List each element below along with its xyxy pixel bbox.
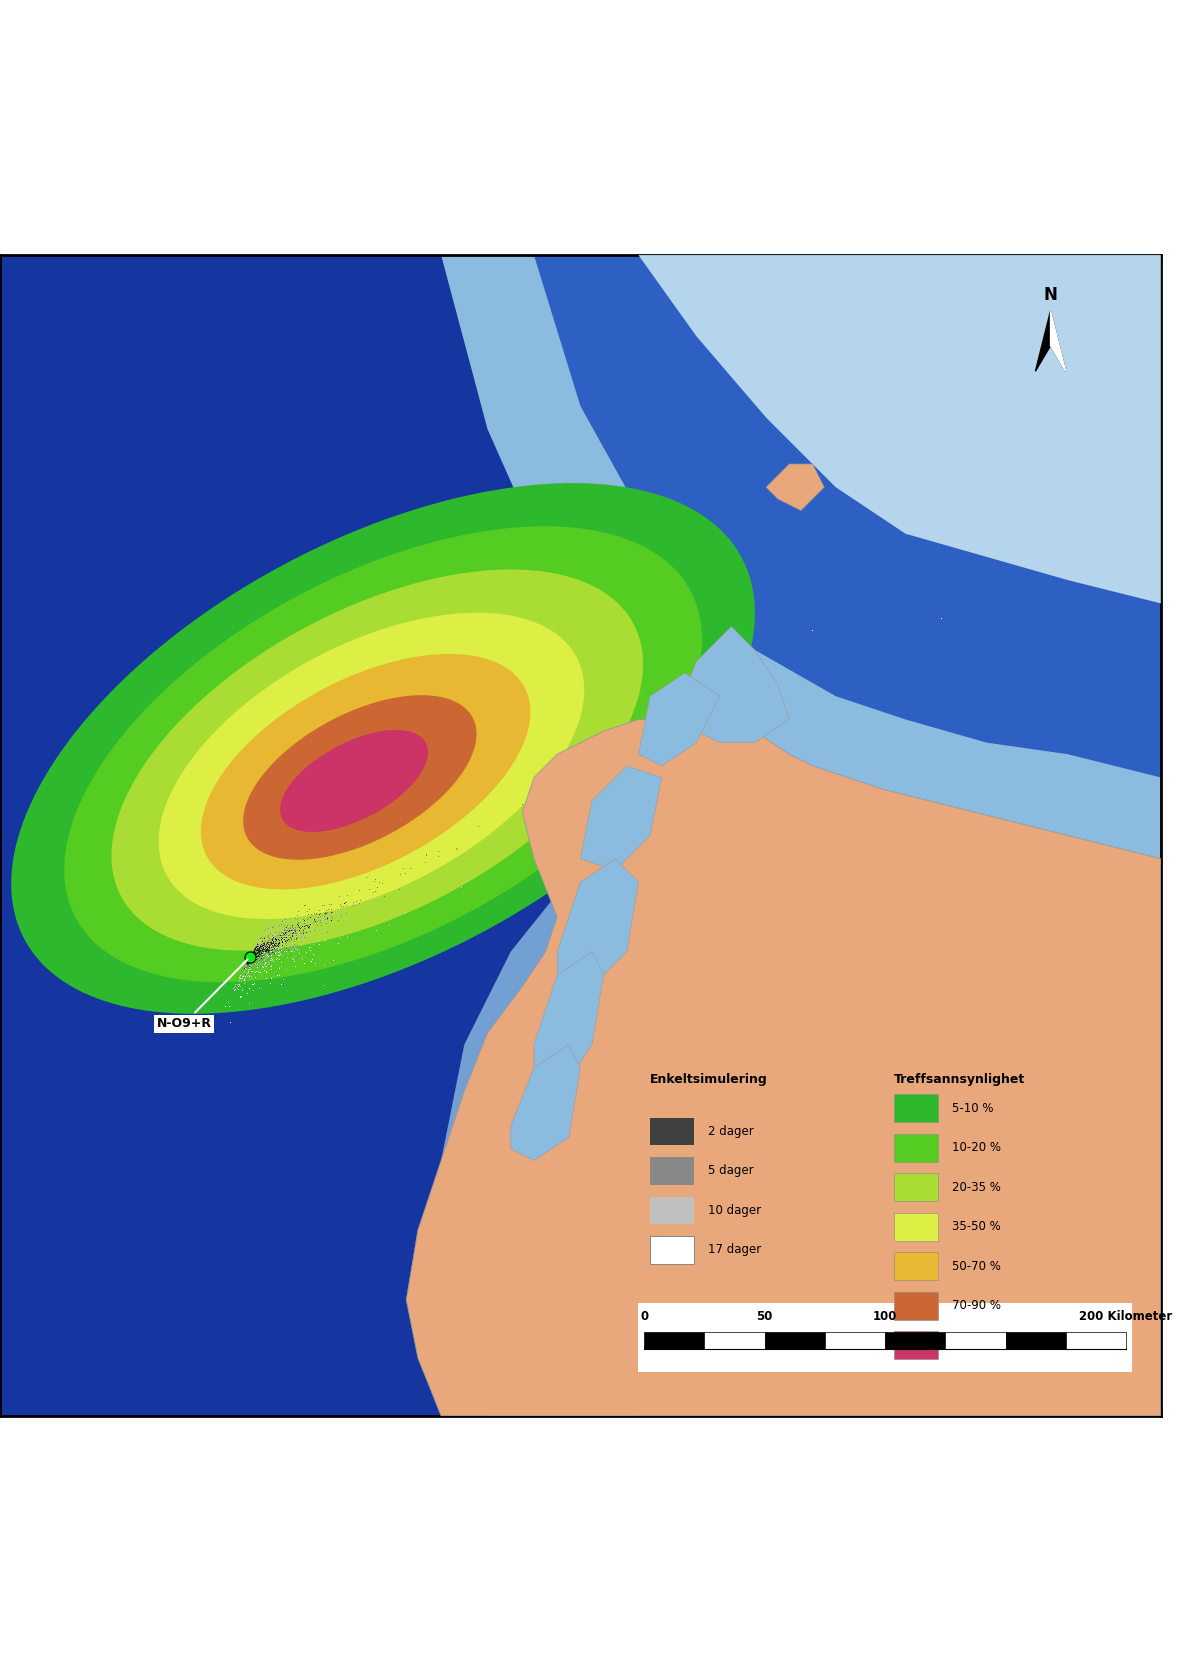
Polygon shape <box>511 1044 581 1161</box>
FancyBboxPatch shape <box>893 1213 938 1240</box>
FancyBboxPatch shape <box>704 1332 765 1348</box>
FancyBboxPatch shape <box>893 1173 938 1201</box>
FancyBboxPatch shape <box>825 1332 885 1348</box>
FancyBboxPatch shape <box>650 1196 694 1225</box>
FancyBboxPatch shape <box>644 1332 704 1348</box>
Text: 0: 0 <box>641 1310 648 1323</box>
Polygon shape <box>406 720 1161 1415</box>
Text: 10 dager: 10 dager <box>708 1203 761 1216</box>
FancyBboxPatch shape <box>650 1237 694 1263</box>
FancyBboxPatch shape <box>650 1118 694 1145</box>
Text: 50: 50 <box>756 1310 773 1323</box>
FancyBboxPatch shape <box>945 1332 1005 1348</box>
FancyBboxPatch shape <box>893 1292 938 1320</box>
Text: Treffsannsynlighet: Treffsannsynlighet <box>893 1073 1025 1086</box>
FancyBboxPatch shape <box>765 1332 825 1348</box>
Polygon shape <box>766 465 824 510</box>
Polygon shape <box>638 256 1161 603</box>
Text: 5-10 %: 5-10 % <box>952 1101 994 1115</box>
Polygon shape <box>243 695 477 861</box>
Polygon shape <box>1050 311 1066 371</box>
Text: 90-100%: 90-100% <box>952 1338 1004 1352</box>
FancyBboxPatch shape <box>627 1044 1143 1387</box>
Text: N: N <box>1043 286 1057 304</box>
Text: 2 dager: 2 dager <box>708 1125 754 1138</box>
Polygon shape <box>201 653 530 889</box>
Text: N-O9+R: N-O9+R <box>157 959 248 1029</box>
FancyBboxPatch shape <box>650 1156 694 1185</box>
FancyBboxPatch shape <box>1005 1332 1066 1348</box>
Text: Enkeltsimulering: Enkeltsimulering <box>650 1073 768 1086</box>
Text: 5 dager: 5 dager <box>708 1165 754 1178</box>
Polygon shape <box>581 765 662 871</box>
FancyBboxPatch shape <box>893 1332 938 1359</box>
Polygon shape <box>1035 311 1066 371</box>
Polygon shape <box>441 894 696 1415</box>
Polygon shape <box>638 673 720 765</box>
Polygon shape <box>535 951 604 1079</box>
Polygon shape <box>441 256 1161 951</box>
Text: 20-35 %: 20-35 % <box>952 1181 1001 1193</box>
FancyBboxPatch shape <box>893 1095 938 1123</box>
FancyBboxPatch shape <box>893 1135 938 1161</box>
Polygon shape <box>111 570 643 951</box>
Polygon shape <box>11 483 755 1014</box>
FancyBboxPatch shape <box>638 1303 1132 1372</box>
Polygon shape <box>674 627 789 742</box>
Polygon shape <box>535 256 1161 777</box>
Text: 10-20 %: 10-20 % <box>952 1141 1001 1155</box>
Text: 50-70 %: 50-70 % <box>952 1260 1001 1273</box>
Text: 100: 100 <box>873 1310 897 1323</box>
Polygon shape <box>557 859 638 986</box>
Text: 200 Kilometer: 200 Kilometer <box>1080 1310 1173 1323</box>
FancyBboxPatch shape <box>893 1252 938 1280</box>
FancyBboxPatch shape <box>885 1332 945 1348</box>
Text: 17 dager: 17 dager <box>708 1243 761 1257</box>
Polygon shape <box>280 730 428 832</box>
Text: 35-50 %: 35-50 % <box>952 1220 1001 1233</box>
Polygon shape <box>64 526 702 983</box>
Polygon shape <box>158 613 584 919</box>
Text: 70-90 %: 70-90 % <box>952 1298 1001 1312</box>
FancyBboxPatch shape <box>1066 1332 1126 1348</box>
